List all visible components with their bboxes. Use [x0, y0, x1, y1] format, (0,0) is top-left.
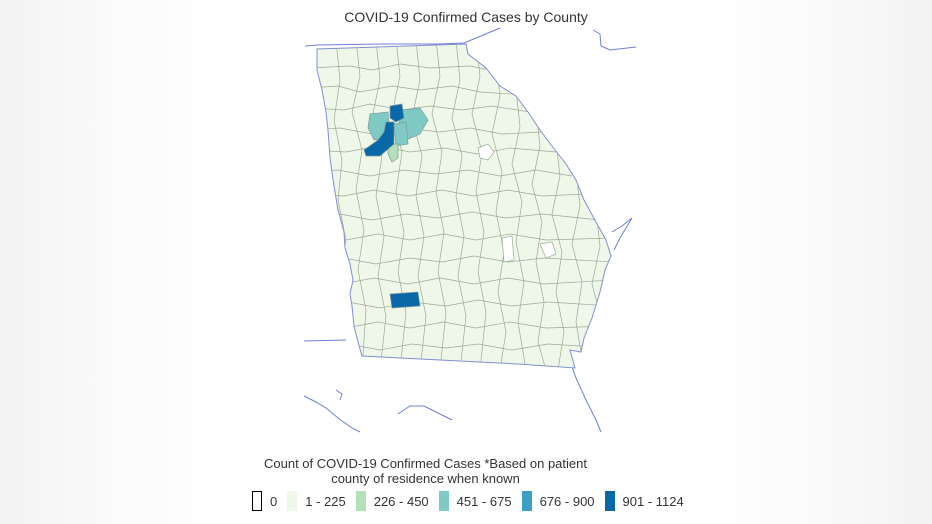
map-title: COVID-19 Confirmed Cases by County	[344, 9, 588, 25]
zero-case-counties	[477, 143, 557, 263]
county-zero-3	[539, 241, 557, 259]
legend-item-1: 1 - 225	[287, 491, 346, 511]
legend-label-5: 901 - 1124	[622, 493, 684, 509]
legend-swatch-4	[521, 491, 532, 511]
legend-label-0: 0	[270, 493, 278, 509]
legend-label-4: 676 - 900	[539, 493, 595, 509]
highlighted-counties	[363, 103, 429, 309]
border-gulf-shore-c	[335, 389, 343, 401]
legend-title: Count of COVID-19 Confirmed Cases *Based…	[238, 456, 613, 486]
border-east-coast	[611, 217, 633, 251]
county-zero-1	[477, 143, 495, 161]
border-south-coast	[567, 355, 602, 433]
county-901-1124-a	[389, 103, 405, 123]
county-901-1124-b	[363, 121, 395, 157]
legend-item-4: 676 - 900	[521, 491, 595, 511]
county-451-675-c	[393, 121, 409, 147]
border-gulf-shore-a	[303, 395, 361, 433]
legend-item-2: 226 - 450	[355, 491, 429, 511]
legend-item-0: 0	[252, 491, 277, 511]
legend-title-line2: county of residence when known	[331, 471, 520, 486]
legend-swatch-2	[355, 491, 366, 511]
border-north	[304, 27, 501, 47]
county-901-1124-c	[389, 291, 421, 309]
border-northeast	[592, 29, 637, 51]
legend-item-3: 451 - 675	[438, 491, 512, 511]
legend-swatch-5	[604, 491, 615, 511]
border-west-gulf	[303, 339, 347, 342]
legend-label-1: 1 - 225	[305, 493, 346, 509]
county-zero-2	[501, 235, 515, 263]
county-226-450-a	[387, 143, 399, 163]
border-gulf-shore-b	[397, 405, 453, 421]
legend-swatch-1	[287, 491, 298, 511]
legend: 0 1 - 225 226 - 450 451 - 675 676 - 900 …	[252, 490, 694, 512]
legend-swatch-3	[438, 491, 449, 511]
legend-title-line1: Count of COVID-19 Confirmed Cases *Based…	[263, 456, 587, 471]
legend-label-2: 226 - 450	[373, 493, 429, 509]
neighbor-state-borders	[303, 27, 637, 433]
georgia-state	[316, 43, 612, 369]
legend-swatch-0	[252, 491, 262, 511]
legend-item-5: 901 - 1124	[604, 491, 684, 511]
legend-label-3: 451 - 675	[456, 493, 512, 509]
